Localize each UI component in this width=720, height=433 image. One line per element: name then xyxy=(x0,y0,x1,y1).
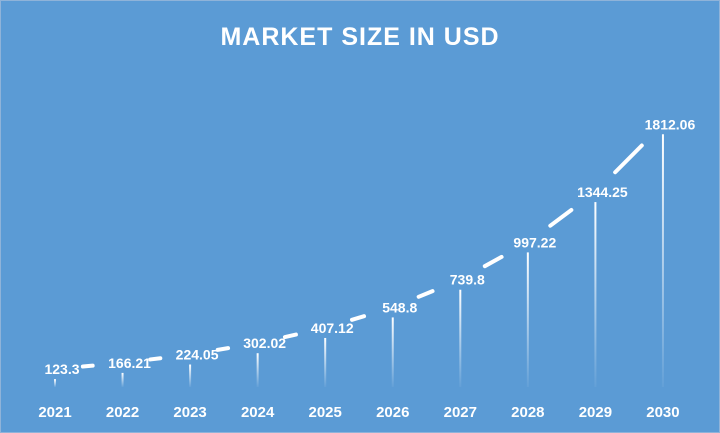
data-label-2029: 1344.25 xyxy=(577,184,628,200)
x-tick-label-2027: 2027 xyxy=(444,404,477,421)
x-tick-label-2022: 2022 xyxy=(106,404,139,421)
data-label-2021: 123.3 xyxy=(44,361,79,377)
data-label-2027: 739.8 xyxy=(450,272,485,288)
drop-line-2030 xyxy=(661,134,664,387)
data-label-2028: 997.22 xyxy=(513,234,556,250)
drop-line-2021 xyxy=(54,379,56,387)
line-segment-2028-2029 xyxy=(548,208,574,228)
drop-line-2026 xyxy=(391,317,394,387)
chart-title: MARKET SIZE IN USD xyxy=(220,23,500,51)
series-line xyxy=(80,143,644,369)
drop-line-2024 xyxy=(256,353,259,387)
data-label-2030: 1812.06 xyxy=(645,116,696,132)
x-tick-label-2026: 2026 xyxy=(376,404,409,421)
x-axis: 2021 2022 2023 2024 2025 2026 2027 2028 2029 2030 xyxy=(38,404,679,421)
data-label-2025: 407.12 xyxy=(311,320,354,336)
x-tick-label-2024: 2024 xyxy=(241,404,275,421)
data-label-2024: 302.02 xyxy=(243,335,286,351)
drop-line-2027 xyxy=(459,289,462,387)
drop-line-2023 xyxy=(189,364,192,387)
x-tick-label-2023: 2023 xyxy=(173,404,206,421)
data-label-2022: 166.21 xyxy=(108,355,151,371)
line-segment-2022-2023 xyxy=(148,356,163,362)
line-segment-2023-2024 xyxy=(215,346,231,352)
line-segment-2025-2026 xyxy=(349,314,367,322)
line-segment-2027-2028 xyxy=(482,254,504,269)
drop-lines xyxy=(54,134,664,387)
drop-line-2029 xyxy=(594,202,597,387)
line-segment-2026-2027 xyxy=(416,289,435,299)
data-label-2023: 224.05 xyxy=(176,347,219,363)
line-segment-2029-2030 xyxy=(613,143,644,175)
x-tick-label-2030: 2030 xyxy=(646,404,679,421)
x-tick-label-2025: 2025 xyxy=(309,404,342,421)
line-segment-2024-2025 xyxy=(282,332,298,340)
data-labels: 123.3 166.21 224.05 302.02 407.12 548.8 739.8 9… xyxy=(44,116,695,377)
drop-line-2025 xyxy=(324,337,327,387)
x-tick-label-2021: 2021 xyxy=(38,404,71,421)
drop-line-2022 xyxy=(121,372,124,387)
drop-line-2028 xyxy=(526,252,529,387)
line-segment-2021-2022 xyxy=(80,363,95,369)
x-tick-label-2028: 2028 xyxy=(511,404,544,421)
data-label-2026: 548.8 xyxy=(382,299,417,315)
x-tick-label-2029: 2029 xyxy=(579,404,612,421)
